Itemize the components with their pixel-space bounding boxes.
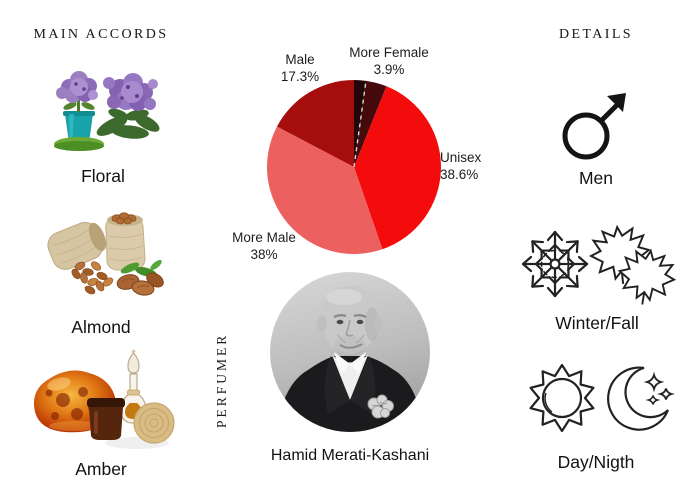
- accord-label-almond: Almond: [71, 317, 131, 337]
- accord-label-amber: Amber: [75, 459, 127, 479]
- pie-slice-divider: [353, 80, 367, 168]
- pie-label-male: Male 17.3%: [280, 52, 320, 84]
- pie-label-more-male: More Male 38%: [232, 230, 296, 262]
- snowflake-icon: [522, 230, 589, 298]
- gender-pie-chart: [266, 79, 442, 255]
- main-accords-header: MAIN ACCORDS: [33, 27, 169, 42]
- pie-slice-unisex: [354, 86, 442, 250]
- almond-image: [40, 202, 164, 308]
- pie-label-unisex: Unisex 38.6%: [440, 150, 482, 182]
- details-header: DETAILS: [558, 27, 633, 42]
- almond-photo-svg: [47, 212, 164, 296]
- perfumer-name: Hamid Merati-Kashani: [270, 447, 430, 464]
- detail-label-men: Men: [578, 168, 614, 188]
- floral-photo-svg: [54, 71, 160, 151]
- sun-icon: [529, 363, 595, 433]
- winter-fall-icons: [522, 220, 680, 308]
- perfumer-portrait-svg: [270, 272, 430, 432]
- perfumer-photo: [270, 272, 430, 432]
- male-symbol-icon: [560, 84, 632, 164]
- pie-slice-more-male: [266, 126, 383, 255]
- amber-image: [25, 346, 179, 452]
- maple-leaves-icon: [588, 224, 677, 305]
- pie-label-more-female: More Female 3.9%: [349, 45, 429, 77]
- perfumer-section-label: PERFUMER: [214, 332, 229, 428]
- detail-label-winter-fall: Winter/Fall: [555, 313, 639, 333]
- day-night-icons: [526, 358, 676, 442]
- pie-slice-more-female: [354, 80, 387, 167]
- accord-label-floral: Floral: [81, 166, 125, 186]
- floral-image: [38, 56, 168, 156]
- detail-label-day-night: Day/Nigth: [557, 452, 635, 472]
- amber-photo-svg: [33, 349, 175, 449]
- crescent-moon-stars-icon: [607, 366, 675, 431]
- pie-slice-male: [276, 79, 354, 167]
